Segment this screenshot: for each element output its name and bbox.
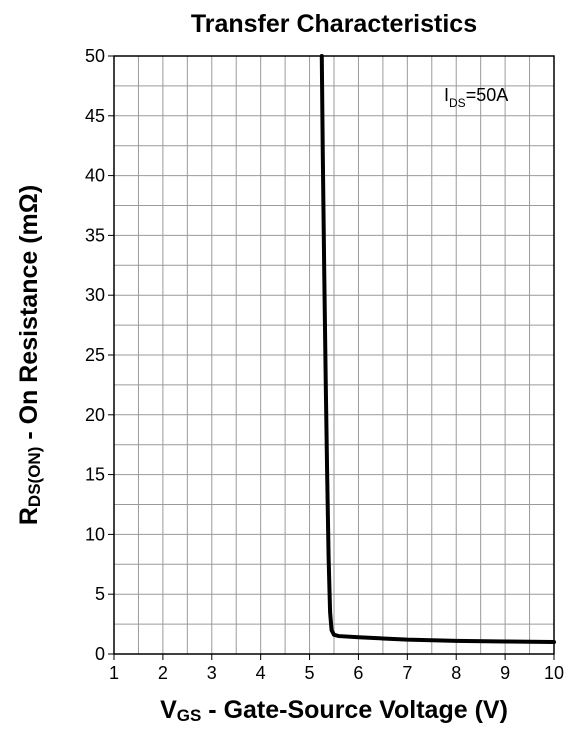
x-axis-label-main: V	[160, 696, 177, 724]
series-line	[319, 54, 556, 645]
current-annotation: IDS=50A	[444, 85, 508, 110]
x-tick-label: 3	[207, 663, 217, 683]
y-axis-label-rest: - On Resistance (mΩ)	[15, 185, 43, 447]
x-tick-label: 10	[544, 663, 564, 683]
x-tick-label: 8	[451, 663, 461, 683]
y-tick-label: 25	[85, 345, 105, 365]
x-tick-label: 5	[305, 663, 315, 683]
x-tick-label: 2	[158, 663, 168, 683]
annotation-main: I	[444, 85, 449, 105]
y-tick-label: 15	[85, 465, 105, 485]
grid	[113, 55, 555, 655]
y-tick-label: 50	[85, 46, 105, 66]
x-tick-label: 1	[109, 663, 119, 683]
y-tick-label: 0	[95, 644, 105, 664]
y-tick-label: 20	[85, 405, 105, 425]
y-tick-label: 35	[85, 225, 105, 245]
y-tick-label: 45	[85, 106, 105, 126]
x-tick-label: 4	[256, 663, 266, 683]
y-axis-label-main: R	[15, 507, 43, 525]
x-axis-label-rest: - Gate-Source Voltage (V)	[201, 696, 508, 724]
annotation-sub: DS	[449, 96, 466, 110]
y-tick-label: 30	[85, 285, 105, 305]
series-marks	[319, 54, 556, 645]
x-tick-label: 7	[402, 663, 412, 683]
y-tick-label: 40	[85, 166, 105, 186]
y-axis-label: RDS(ON) - On Resistance (mΩ)	[15, 185, 44, 525]
x-axis-label: VGS - Gate-Source Voltage (V)	[160, 696, 508, 725]
y-axis-label-sub: DS(ON)	[25, 447, 44, 507]
y-tick-label: 5	[95, 584, 105, 604]
x-tick-label: 6	[353, 663, 363, 683]
chart-title: Transfer Characteristics	[191, 10, 477, 38]
x-tick-label: 9	[500, 663, 510, 683]
y-tick-label: 10	[85, 524, 105, 544]
x-axis-label-sub: GS	[177, 706, 202, 725]
annotation-rest: =50A	[466, 85, 509, 105]
